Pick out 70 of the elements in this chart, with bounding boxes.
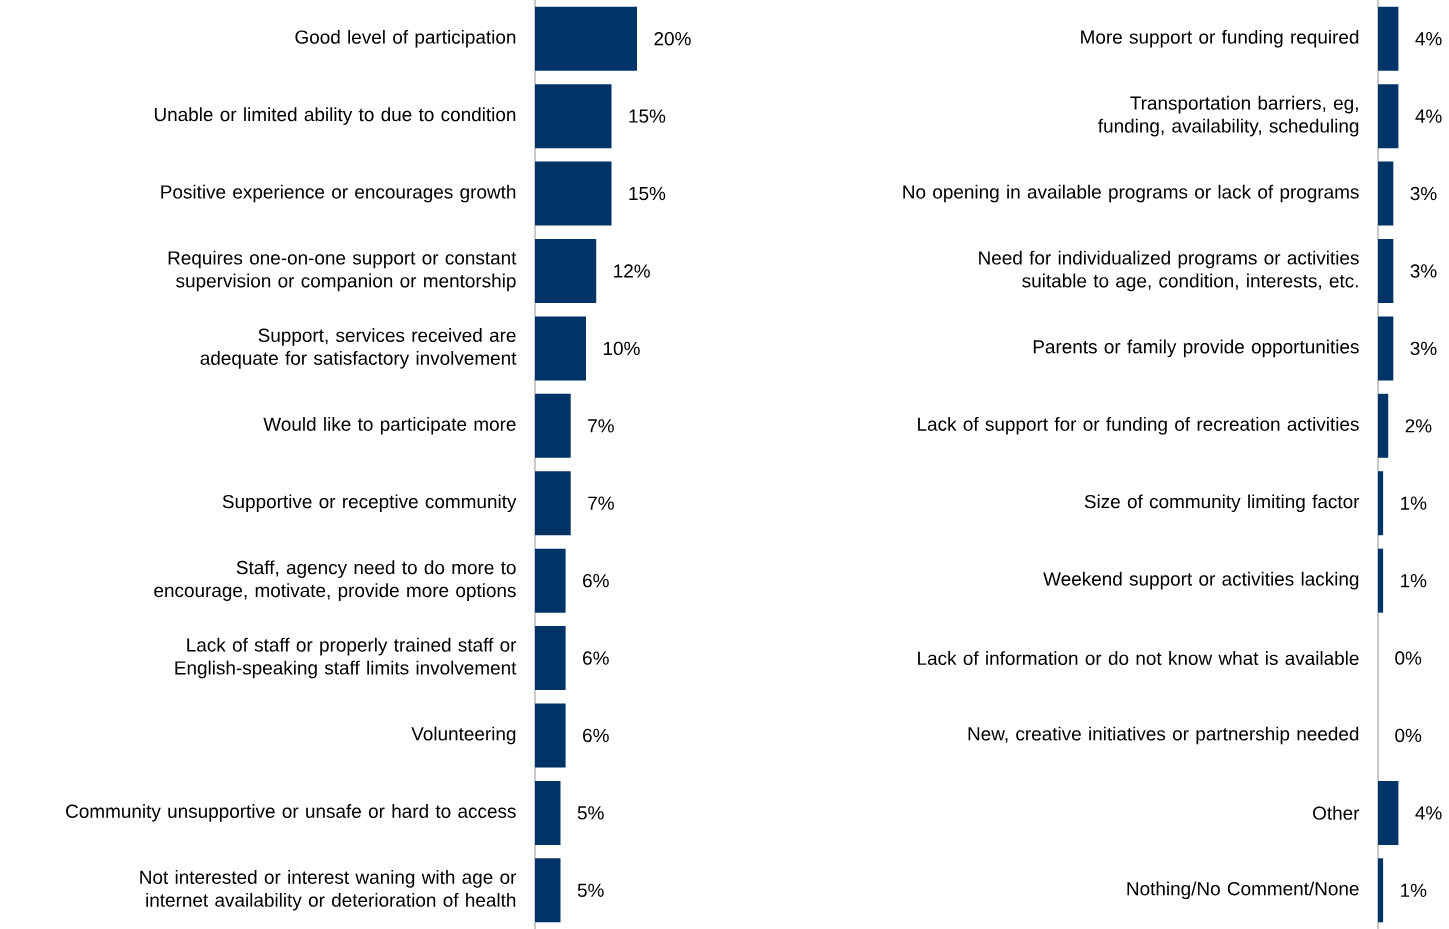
bar — [535, 316, 586, 381]
data-label: 0% — [1395, 728, 1422, 743]
bar — [535, 6, 637, 71]
bar — [535, 626, 566, 691]
y-tick-label: Requires one-on-one support or constant supervision or companion or mentorship — [168, 250, 517, 292]
y-tick-label: Size of community limiting factor — [1084, 494, 1360, 513]
bar — [1378, 84, 1399, 149]
bar — [1378, 238, 1394, 303]
y-tick-label: Parents or family provide opportunities — [1033, 339, 1359, 358]
data-label: 15% — [629, 186, 666, 201]
y-tick-label: Need for individualized programs or activities suitable to age, condition, interests, etc. — [979, 250, 1359, 292]
y-tick-label: Unable or limited ability to due to condition — [154, 107, 516, 125]
bar — [1378, 780, 1399, 845]
bar — [1378, 471, 1384, 536]
bar — [535, 858, 561, 923]
y-tick-label: Transportation barriers, eg, funding, availability, scheduling — [1098, 95, 1359, 137]
y-tick-label: Not interested or interest waning with age or internet availability or deterioration of health — [140, 870, 517, 911]
data-label: 7% — [588, 419, 614, 433]
data-label: 6% — [583, 573, 609, 588]
y-tick-label: Good level of participation — [295, 29, 516, 48]
bar — [1378, 161, 1394, 226]
data-label: 5% — [577, 883, 604, 897]
y-tick-label: Nothing/No Comment/None — [1127, 881, 1359, 900]
y-tick-label: Lack of support for or funding of recreation activities — [918, 416, 1359, 435]
data-label: 2% — [1405, 419, 1432, 433]
data-label: 1% — [1401, 496, 1427, 510]
y-tick-label: New, creative initiatives or partnership needed — [968, 726, 1359, 745]
bar — [535, 548, 566, 613]
data-label: 6% — [583, 651, 609, 665]
y-tick-label: Staff, agency need to do more to encourage, motivate, provide more options — [154, 560, 516, 601]
data-label: 1% — [1401, 883, 1427, 897]
bar — [535, 84, 612, 149]
data-label: 15% — [629, 109, 666, 123]
bar — [1378, 858, 1384, 923]
y-tick-label: Volunteering — [411, 726, 516, 745]
data-label: 20% — [654, 32, 691, 46]
bar — [535, 780, 561, 845]
y-tick-label: Community unsupportive or unsafe or hard to access — [66, 804, 516, 822]
data-label: 10% — [603, 341, 640, 356]
data-label: 3% — [1410, 264, 1437, 278]
data-label: 3% — [1410, 186, 1437, 201]
bar — [1378, 6, 1399, 71]
data-label: 12% — [614, 264, 650, 278]
y-tick-label: Weekend support or activities lacking — [1043, 571, 1359, 590]
data-label: 7% — [588, 496, 614, 510]
data-label: 0% — [1395, 651, 1422, 665]
data-label: 3% — [1410, 341, 1437, 356]
data-label: 6% — [583, 728, 609, 743]
bar — [535, 471, 571, 536]
y-tick-label: No opening in available programs or lack of programs — [903, 184, 1359, 203]
y-tick-label: Supportive or receptive community — [222, 494, 517, 513]
data-label: 4% — [1415, 806, 1442, 820]
bar — [535, 703, 566, 768]
bar — [535, 161, 612, 226]
bar — [535, 393, 571, 458]
y-tick-label: Positive experience or encourages growth — [161, 184, 516, 203]
y-tick-label: Lack of information or do not know what is available — [918, 651, 1359, 665]
data-label: 1% — [1401, 574, 1427, 588]
bar — [1378, 316, 1394, 381]
y-tick-label: Lack of staff or properly trained staff or English-speaking staff limits involvement — [175, 637, 517, 679]
data-label: 4% — [1415, 32, 1442, 46]
bar — [1378, 548, 1384, 613]
y-tick-label: Would like to participate more — [263, 416, 516, 435]
bar — [535, 238, 597, 303]
y-tick-label: Other — [1313, 805, 1360, 820]
bar — [1378, 393, 1389, 458]
y-tick-label: More support or funding required — [1081, 29, 1359, 48]
data-label: 4% — [1415, 109, 1442, 123]
data-label: 5% — [577, 806, 604, 820]
y-tick-label: Support, services received are adequate for satisfactory involvement — [200, 328, 517, 369]
